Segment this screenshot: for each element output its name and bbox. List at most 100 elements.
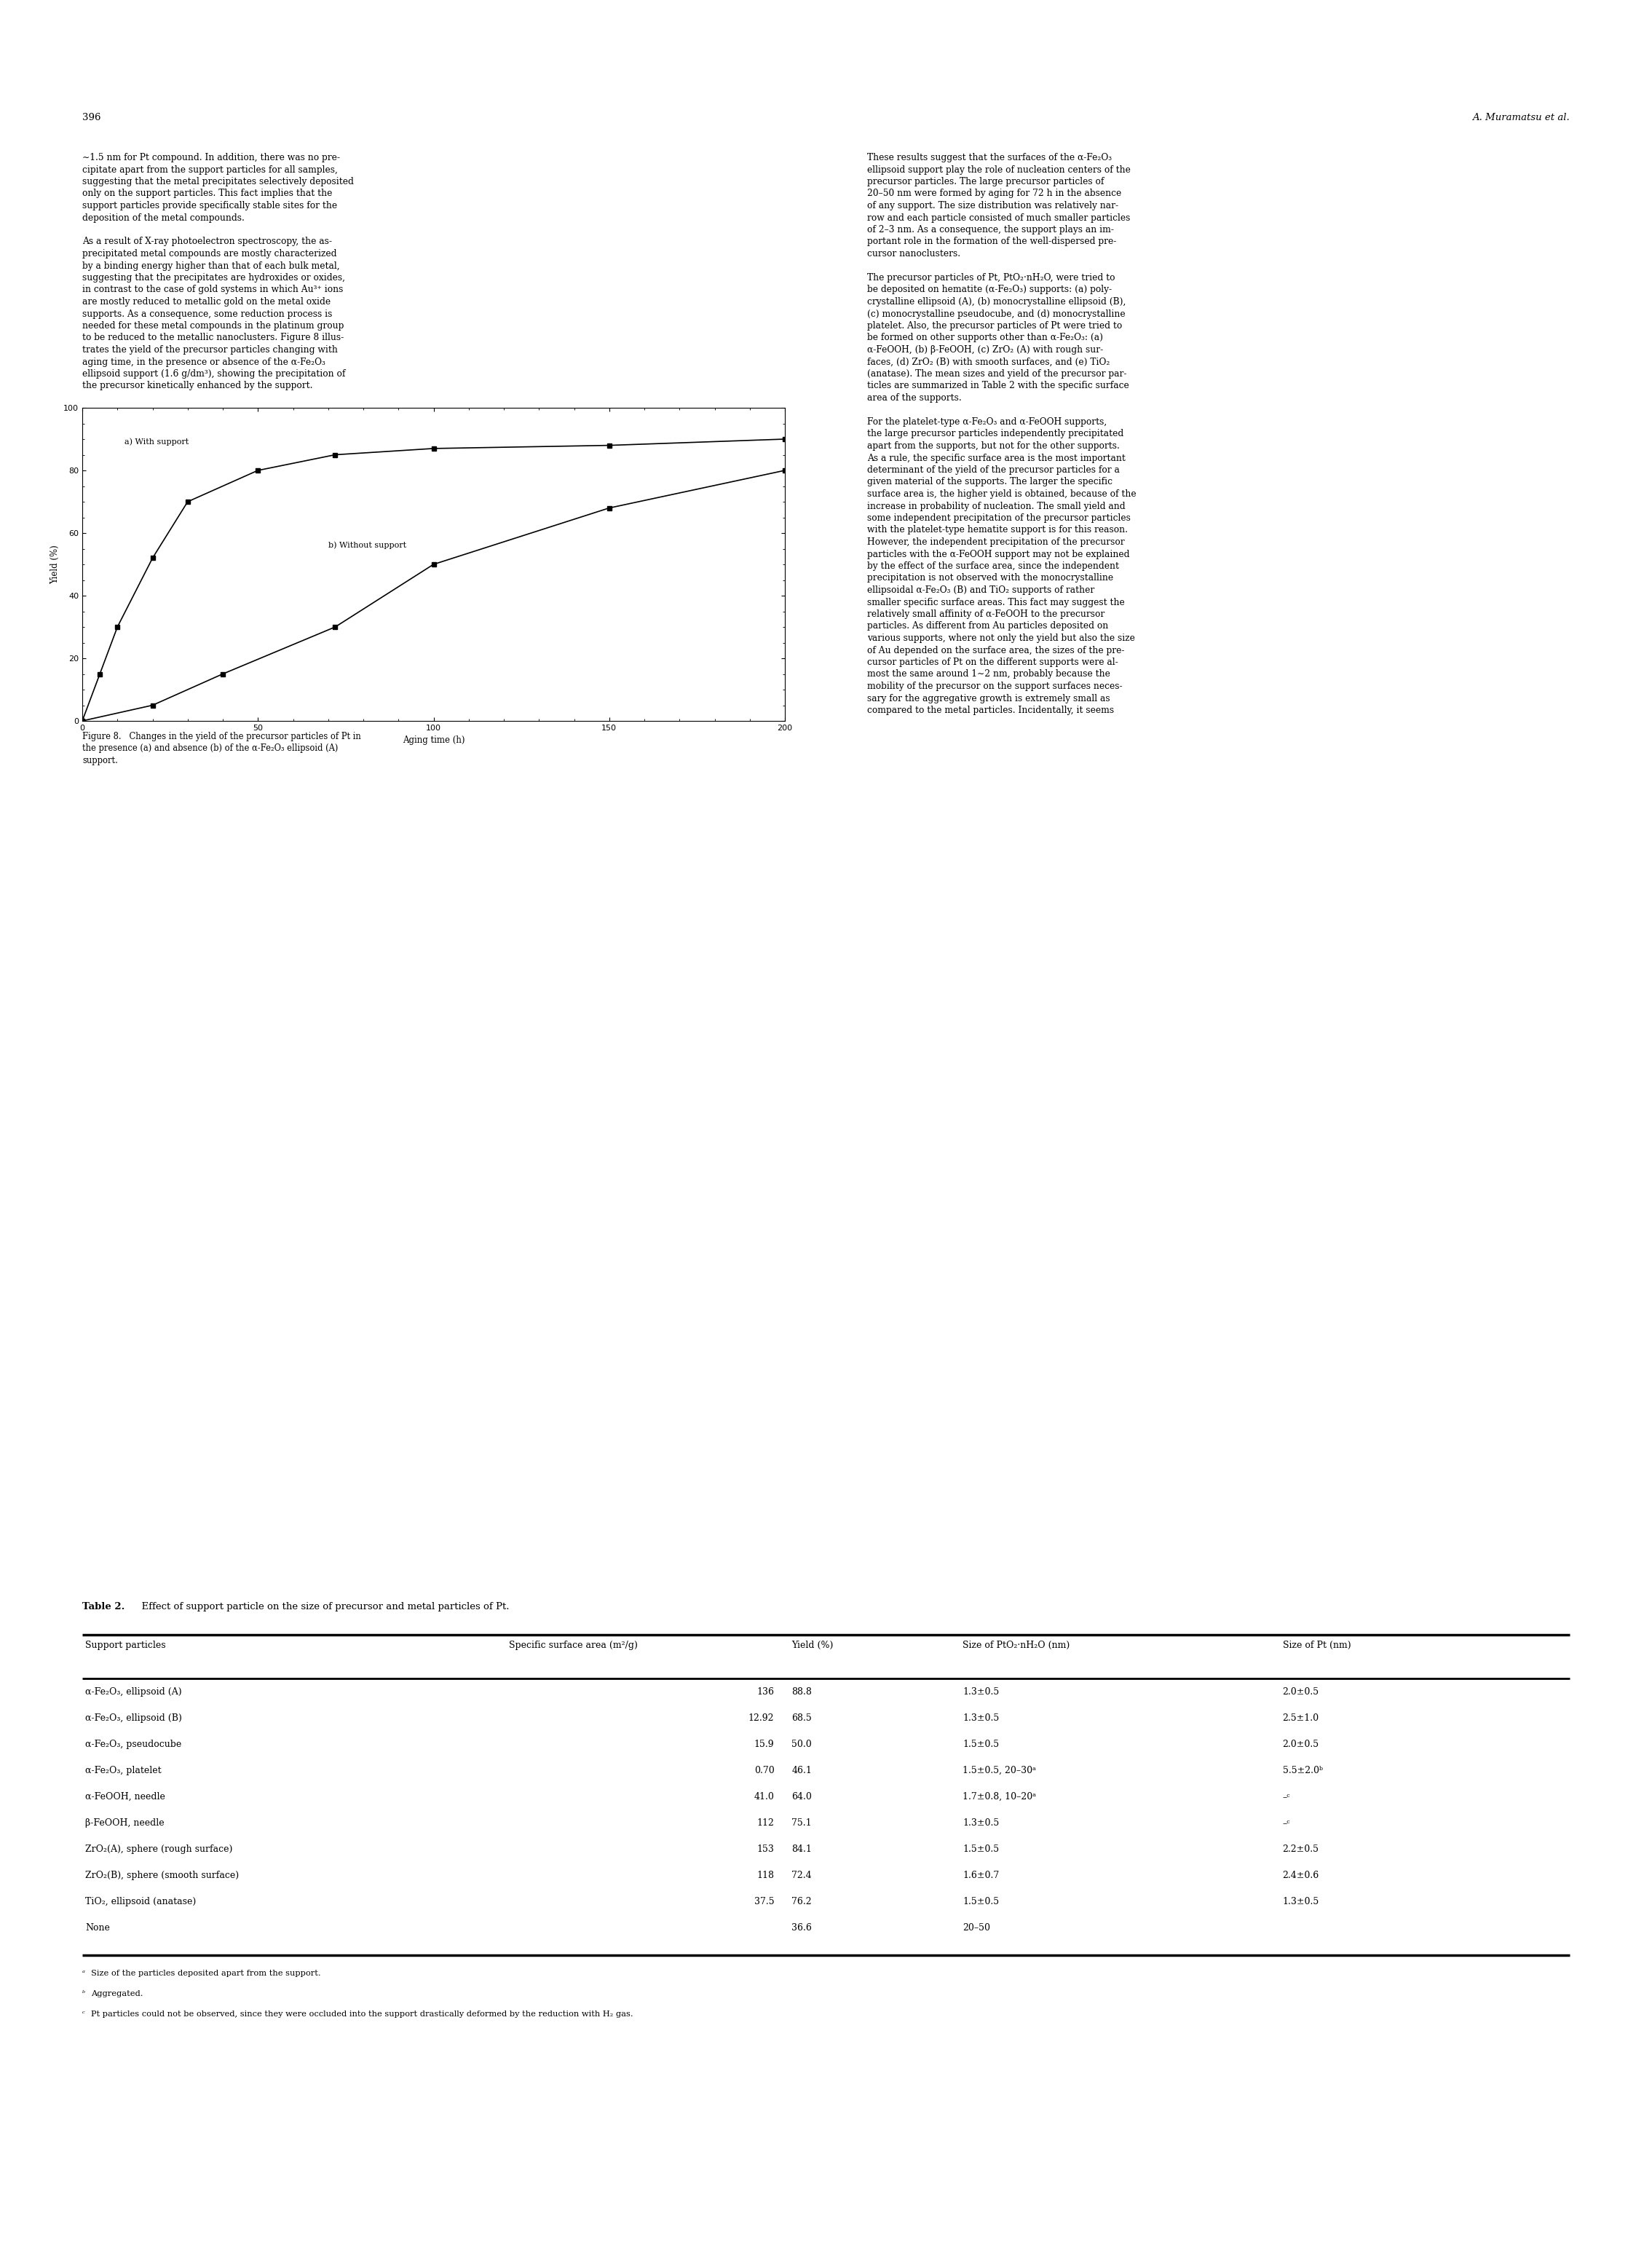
Text: α-FeOOH, (b) β-FeOOH, (c) ZrO₂ (A) with rough sur-: α-FeOOH, (b) β-FeOOH, (c) ZrO₂ (A) with …: [867, 345, 1104, 354]
Text: precipitated metal compounds are mostly characterized: precipitated metal compounds are mostly …: [83, 250, 337, 259]
Text: (c) monocrystalline pseudocube, and (d) monocrystalline: (c) monocrystalline pseudocube, and (d) …: [867, 309, 1125, 318]
Text: of any support. The size distribution was relatively nar-: of any support. The size distribution wa…: [867, 201, 1118, 210]
Text: in contrast to the case of gold systems in which Au³⁺ ions: in contrast to the case of gold systems …: [83, 286, 344, 295]
Text: However, the independent precipitation of the precursor: However, the independent precipitation o…: [867, 538, 1125, 547]
Text: As a result of X-ray photoelectron spectroscopy, the as-: As a result of X-ray photoelectron spect…: [83, 237, 332, 246]
Text: Size of the particles deposited apart from the support.: Size of the particles deposited apart fr…: [91, 1969, 320, 1978]
Text: a) With support: a) With support: [124, 437, 188, 446]
Text: cursor nanoclusters.: cursor nanoclusters.: [867, 250, 960, 259]
Text: 46.1: 46.1: [791, 1766, 813, 1775]
Text: 68.5: 68.5: [791, 1715, 811, 1724]
Text: 1.5±0.5: 1.5±0.5: [963, 1845, 999, 1854]
Text: of 2–3 nm. As a consequence, the support plays an im-: of 2–3 nm. As a consequence, the support…: [867, 225, 1113, 234]
Text: 64.0: 64.0: [791, 1791, 813, 1802]
Text: 50.0: 50.0: [791, 1739, 811, 1748]
Text: Size of Pt (nm): Size of Pt (nm): [1282, 1640, 1351, 1649]
Text: 76.2: 76.2: [791, 1897, 811, 1906]
Text: supports. As a consequence, some reduction process is: supports. As a consequence, some reducti…: [83, 309, 332, 318]
Text: Pt particles could not be observed, since they were occluded into the support dr: Pt particles could not be observed, sinc…: [91, 2010, 633, 2019]
Text: Specific surface area (m²/g): Specific surface area (m²/g): [509, 1640, 638, 1649]
Text: 1.6±0.7: 1.6±0.7: [963, 1870, 999, 1881]
Text: α-Fe₂O₃, pseudocube: α-Fe₂O₃, pseudocube: [86, 1739, 182, 1748]
Text: be deposited on hematite (α-Fe₂O₃) supports: (a) poly-: be deposited on hematite (α-Fe₂O₃) suppo…: [867, 286, 1112, 295]
Text: platelet. Also, the precursor particles of Pt were tried to: platelet. Also, the precursor particles …: [867, 322, 1122, 331]
Text: 0.70: 0.70: [753, 1766, 775, 1775]
Text: 2.4±0.6: 2.4±0.6: [1282, 1870, 1320, 1881]
Text: only on the support particles. This fact implies that the: only on the support particles. This fact…: [83, 189, 332, 198]
Text: TiO₂, ellipsoid (anatase): TiO₂, ellipsoid (anatase): [86, 1897, 197, 1906]
Text: 1.3±0.5: 1.3±0.5: [1282, 1897, 1320, 1906]
Text: suggesting that the metal precipitates selectively deposited: suggesting that the metal precipitates s…: [83, 178, 354, 187]
Text: 2.0±0.5: 2.0±0.5: [1282, 1739, 1318, 1748]
Text: various supports, where not only the yield but also the size: various supports, where not only the yie…: [867, 633, 1135, 642]
Text: 136: 136: [757, 1687, 775, 1697]
Text: 1.5±0.5: 1.5±0.5: [963, 1897, 999, 1906]
Text: increase in probability of nucleation. The small yield and: increase in probability of nucleation. T…: [867, 502, 1125, 511]
Text: cipitate apart from the support particles for all samples,: cipitate apart from the support particle…: [83, 164, 337, 173]
Text: apart from the supports, but not for the other supports.: apart from the supports, but not for the…: [867, 442, 1120, 451]
Text: precipitation is not observed with the monocrystalline: precipitation is not observed with the m…: [867, 575, 1113, 584]
Text: ellipsoid support play the role of nucleation centers of the: ellipsoid support play the role of nucle…: [867, 164, 1130, 173]
Text: portant role in the formation of the well-dispersed pre-: portant role in the formation of the wel…: [867, 237, 1117, 246]
Text: the presence (a) and absence (b) of the α-Fe₂O₃ ellipsoid (A): the presence (a) and absence (b) of the …: [83, 743, 339, 753]
Text: α-Fe₂O₃, ellipsoid (B): α-Fe₂O₃, ellipsoid (B): [86, 1715, 182, 1724]
Text: Table 2.: Table 2.: [83, 1602, 126, 1611]
Text: aging time, in the presence or absence of the α-Fe₂O₃: aging time, in the presence or absence o…: [83, 358, 325, 367]
Text: Effect of support particle on the size of precursor and metal particles of Pt.: Effect of support particle on the size o…: [135, 1602, 509, 1611]
Text: 36.6: 36.6: [791, 1924, 813, 1933]
Text: ᶜ: ᶜ: [83, 2010, 84, 2016]
Text: 2.2±0.5: 2.2±0.5: [1282, 1845, 1318, 1854]
Text: 396: 396: [83, 113, 101, 122]
Text: α-Fe₂O₃, ellipsoid (A): α-Fe₂O₃, ellipsoid (A): [86, 1687, 182, 1697]
Text: –ᶜ: –ᶜ: [1282, 1791, 1290, 1802]
Text: particles with the α-FeOOH support may not be explained: particles with the α-FeOOH support may n…: [867, 550, 1130, 559]
Text: 37.5: 37.5: [755, 1897, 775, 1906]
Text: determinant of the yield of the precursor particles for a: determinant of the yield of the precurso…: [867, 466, 1120, 475]
Text: support.: support.: [83, 755, 117, 766]
Text: 72.4: 72.4: [791, 1870, 811, 1881]
Text: be formed on other supports other than α-Fe₂O₃: (a): be formed on other supports other than α…: [867, 333, 1104, 342]
Text: ᵇ: ᵇ: [83, 1989, 86, 1996]
Text: of Au depended on the surface area, the sizes of the pre-: of Au depended on the surface area, the …: [867, 647, 1125, 656]
Text: These results suggest that the surfaces of the α-Fe₂O₃: These results suggest that the surfaces …: [867, 153, 1112, 162]
Text: 5.5±2.0ᵇ: 5.5±2.0ᵇ: [1282, 1766, 1323, 1775]
Text: The precursor particles of Pt, PtO₂·nH₂O, were tried to: The precursor particles of Pt, PtO₂·nH₂O…: [867, 273, 1115, 282]
X-axis label: Aging time (h): Aging time (h): [403, 737, 464, 746]
Text: 112: 112: [757, 1818, 775, 1827]
Text: 20–50: 20–50: [963, 1924, 991, 1933]
Text: For the platelet-type α-Fe₂O₃ and α-FeOOH supports,: For the platelet-type α-Fe₂O₃ and α-FeOO…: [867, 417, 1107, 426]
Text: needed for these metal compounds in the platinum group: needed for these metal compounds in the …: [83, 322, 344, 331]
Text: sary for the aggregative growth is extremely small as: sary for the aggregative growth is extre…: [867, 694, 1110, 703]
Text: compared to the metal particles. Incidentally, it seems: compared to the metal particles. Inciden…: [867, 705, 1113, 714]
Text: 2.5±1.0: 2.5±1.0: [1282, 1715, 1318, 1724]
Text: surface area is, the higher yield is obtained, because of the: surface area is, the higher yield is obt…: [867, 489, 1137, 498]
Text: the precursor kinetically enhanced by the support.: the precursor kinetically enhanced by th…: [83, 381, 312, 390]
Text: 1.5±0.5, 20–30ᵃ: 1.5±0.5, 20–30ᵃ: [963, 1766, 1036, 1775]
Text: mobility of the precursor on the support surfaces neces-: mobility of the precursor on the support…: [867, 683, 1122, 692]
Text: smaller specific surface areas. This fact may suggest the: smaller specific surface areas. This fac…: [867, 597, 1125, 606]
Text: ZrO₂(B), sphere (smooth surface): ZrO₂(B), sphere (smooth surface): [86, 1870, 240, 1881]
Text: As a rule, the specific surface area is the most important: As a rule, the specific surface area is …: [867, 453, 1125, 462]
Text: relatively small affinity of α-FeOOH to the precursor: relatively small affinity of α-FeOOH to …: [867, 611, 1105, 620]
Text: crystalline ellipsoid (A), (b) monocrystalline ellipsoid (B),: crystalline ellipsoid (A), (b) monocryst…: [867, 297, 1127, 306]
Text: –ᶜ: –ᶜ: [1282, 1818, 1290, 1827]
Text: A. Muramatsu et al.: A. Muramatsu et al.: [1472, 113, 1569, 122]
Text: precursor particles. The large precursor particles of: precursor particles. The large precursor…: [867, 178, 1104, 187]
Text: the large precursor particles independently precipitated: the large precursor particles independen…: [867, 430, 1123, 439]
Text: ZrO₂(A), sphere (rough surface): ZrO₂(A), sphere (rough surface): [86, 1845, 233, 1854]
Text: 153: 153: [757, 1845, 775, 1854]
Text: by a binding energy higher than that of each bulk metal,: by a binding energy higher than that of …: [83, 261, 340, 270]
Text: are mostly reduced to metallic gold on the metal oxide: are mostly reduced to metallic gold on t…: [83, 297, 330, 306]
Text: Support particles: Support particles: [86, 1640, 165, 1649]
Text: given material of the supports. The larger the specific: given material of the supports. The larg…: [867, 478, 1112, 487]
Text: row and each particle consisted of much smaller particles: row and each particle consisted of much …: [867, 214, 1130, 223]
Text: ticles are summarized in Table 2 with the specific surface: ticles are summarized in Table 2 with th…: [867, 381, 1128, 390]
Text: β-FeOOH, needle: β-FeOOH, needle: [86, 1818, 164, 1827]
Text: 12.92: 12.92: [748, 1715, 775, 1724]
Text: 1.3±0.5: 1.3±0.5: [963, 1715, 999, 1724]
Text: 1.3±0.5: 1.3±0.5: [963, 1818, 999, 1827]
Text: with the platelet-type hematite support is for this reason.: with the platelet-type hematite support …: [867, 525, 1128, 534]
Text: 1.7±0.8, 10–20ᵃ: 1.7±0.8, 10–20ᵃ: [963, 1791, 1036, 1802]
Text: some independent precipitation of the precursor particles: some independent precipitation of the pr…: [867, 514, 1130, 523]
Text: b) Without support: b) Without support: [329, 541, 406, 550]
